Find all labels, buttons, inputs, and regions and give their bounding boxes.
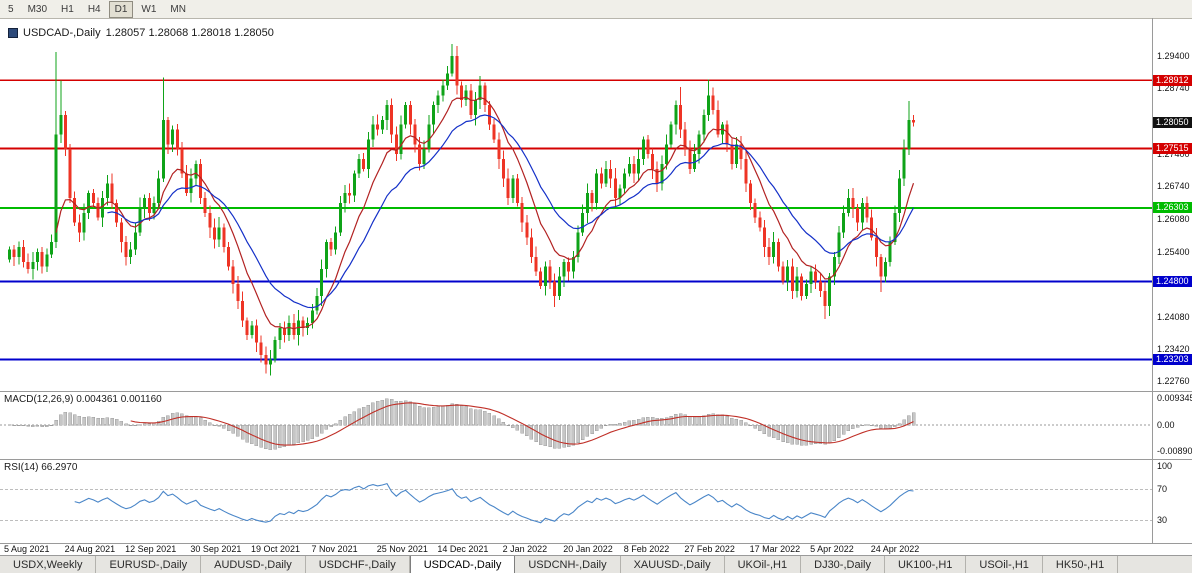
main-price-chart[interactable] (0, 18, 1152, 391)
macd-name: MACD(12,26,9) (4, 394, 74, 405)
rsi-panel[interactable] (0, 460, 1152, 543)
date-axis-label: 2 Jan 2022 (502, 544, 548, 554)
price-level-badge: 1.27515 (1153, 142, 1192, 154)
timeframe-toolbar: 5 M30 H1 H4 D1 W1 MN (0, 0, 1192, 19)
chart-tabs-bar: USDX,Weekly EURUSD-,Daily AUDUSD-,Daily USD… (0, 555, 1192, 573)
date-axis-label: 12 Sep 2021 (125, 544, 177, 554)
level-lines (0, 79, 1152, 361)
tab-usdcnh-daily[interactable]: USDCNH-,Daily (515, 556, 621, 573)
rsi-axis-label: 100 (1157, 461, 1173, 471)
macd-values: 0.004361 0.001160 (76, 394, 162, 405)
date-axis-label: 20 Jan 2022 (563, 544, 613, 554)
date-axis-label: 5 Apr 2022 (810, 544, 854, 554)
rsi-indicator-label: RSI(14) 66.2970 (4, 462, 77, 473)
price-axis-label: 1.22760 (1157, 376, 1190, 387)
date-axis-label: 8 Feb 2022 (623, 544, 670, 554)
chart-symbol-label: USDCAD-,Daily (23, 27, 101, 39)
tab-dj30-daily[interactable]: DJ30-,Daily (801, 556, 885, 573)
price-axis-label: 1.26080 (1157, 213, 1190, 224)
price-axis-divider (1152, 18, 1153, 543)
timeframe-button-h4[interactable]: H4 (87, 3, 101, 15)
timeframe-button-mn[interactable]: MN (170, 3, 186, 15)
timeframe-button-m30[interactable]: M30 (27, 3, 48, 15)
price-axis-label: 1.23420 (1157, 343, 1190, 354)
price-axis-label: 1.29400 (1157, 51, 1190, 62)
date-axis-label: 24 Aug 2021 (64, 544, 116, 554)
tab-uk100-h1[interactable]: UK100-,H1 (885, 556, 967, 573)
price-axis-label: 1.26740 (1157, 181, 1190, 192)
candlestick-series (8, 43, 916, 376)
tab-usoil-h1[interactable]: USOil-,H1 (966, 556, 1043, 573)
timeframe-button-h1[interactable]: H1 (61, 3, 74, 15)
tab-usdcad-daily[interactable]: USDCAD-,Daily (409, 556, 516, 573)
price-level-badge: 1.28912 (1153, 74, 1192, 86)
rsi-value: 66.2970 (41, 462, 78, 473)
macd-indicator-label: MACD(12,26,9) 0.004361 0.001160 (4, 394, 162, 405)
macd-panel-divider[interactable] (0, 391, 1192, 392)
date-axis-label: 14 Dec 2021 (437, 544, 489, 554)
price-axis-label: 1.24080 (1157, 311, 1190, 322)
price-axis-label: 1.25400 (1157, 246, 1190, 257)
date-axis-label: 5 Aug 2021 (4, 544, 50, 554)
tab-xauusd-daily[interactable]: XAUUSD-,Daily (621, 556, 725, 573)
date-axis-label: 30 Sep 2021 (190, 544, 242, 554)
macd-histogram (7, 398, 916, 450)
tab-usdchf-daily[interactable]: USDCHF-,Daily (306, 556, 410, 573)
price-level-badge: 1.26303 (1153, 202, 1192, 214)
price-level-badge: 1.24800 (1153, 275, 1192, 287)
date-axis-label: 25 Nov 2021 (376, 544, 428, 554)
chart-symbol-icon (8, 28, 18, 38)
tab-ukoil-h1[interactable]: UKOil-,H1 (725, 556, 802, 573)
chart-ohlc-values: 1.28057 1.28068 1.28018 1.28050 (105, 27, 274, 39)
ma-slow-line (107, 114, 915, 309)
macd-axis-label: 0.00 (1157, 420, 1175, 430)
timeframe-button-5[interactable]: 5 (8, 3, 14, 15)
macd-panel[interactable] (0, 392, 1152, 459)
price-axis-label: 1.27400 (1157, 149, 1190, 160)
tab-hk50-h1[interactable]: HK50-,H1 (1043, 556, 1119, 573)
tab-audusd-daily[interactable]: AUDUSD-,Daily (201, 556, 306, 573)
timeframe-button-d1[interactable]: D1 (108, 0, 134, 18)
macd-axis-label: 0.009345 (1157, 393, 1192, 403)
timeframe-button-w1[interactable]: W1 (141, 3, 157, 15)
rsi-panel-divider[interactable] (0, 459, 1192, 460)
price-level-badge: 1.23203 (1153, 354, 1192, 366)
tab-usdx-weekly[interactable]: USDX,Weekly (0, 556, 97, 573)
time-axis-divider (0, 543, 1192, 544)
date-axis-label: 17 Mar 2022 (749, 544, 801, 554)
date-axis-label: 27 Feb 2022 (684, 544, 735, 554)
chart-title: USDCAD-,Daily 1.28057 1.28068 1.28018 1.… (8, 27, 274, 39)
tab-eurusd-daily[interactable]: EURUSD-,Daily (96, 556, 202, 573)
current-price-badge: 1.28050 (1153, 116, 1192, 128)
price-axis-label: 1.28740 (1157, 83, 1190, 94)
date-axis-label: 19 Oct 2021 (250, 544, 301, 554)
macd-axis-label: -0.008905 (1157, 445, 1192, 456)
rsi-line (74, 482, 914, 524)
ma-fast-line (55, 96, 915, 330)
macd-signal-line (130, 402, 914, 446)
rsi-axis-label: 30 (1157, 515, 1168, 526)
date-axis-label: 7 Nov 2021 (311, 544, 358, 554)
rsi-axis-label: 70 (1157, 484, 1168, 495)
date-axis-label: 24 Apr 2022 (870, 544, 920, 554)
rsi-name: RSI(14) (4, 462, 39, 473)
